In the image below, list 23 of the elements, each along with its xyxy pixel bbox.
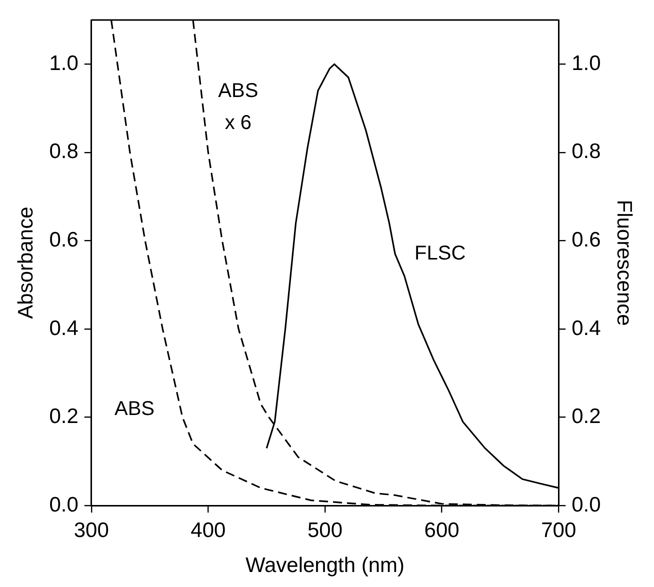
y2-tick-label: 0.0 <box>572 493 601 516</box>
x-tick-label: 700 <box>541 518 576 542</box>
y2-tick-label: 0.8 <box>572 140 601 164</box>
y2-tick-label: 0.2 <box>572 405 601 428</box>
series-label: FLSC <box>414 242 466 264</box>
y-axis-title: Absorbance <box>14 206 38 319</box>
y-tick-label: 0.6 <box>49 228 78 252</box>
y2-axis-title: Fluorescence <box>612 200 636 326</box>
y-tick-label: 0.2 <box>49 405 78 428</box>
y2-tick-label: 0.4 <box>572 316 602 340</box>
y2-tick-label: 1.0 <box>572 52 601 75</box>
x-tick-label: 300 <box>74 518 109 542</box>
y-tick-label: 0.4 <box>49 316 79 340</box>
y2-tick-label: 0.6 <box>572 228 601 252</box>
y-tick-label: 0.8 <box>49 140 78 164</box>
x-tick-label: 500 <box>307 518 343 542</box>
x-axis-title: Wavelength (nm) <box>245 554 405 578</box>
series-label: ABS x 6 <box>218 80 258 134</box>
y-tick-label: 0.0 <box>49 493 78 516</box>
y-tick-label: 1.0 <box>49 52 78 75</box>
x-tick-label: 400 <box>190 518 226 542</box>
series-label: ABS <box>114 398 155 420</box>
x-tick-label: 600 <box>424 518 460 542</box>
